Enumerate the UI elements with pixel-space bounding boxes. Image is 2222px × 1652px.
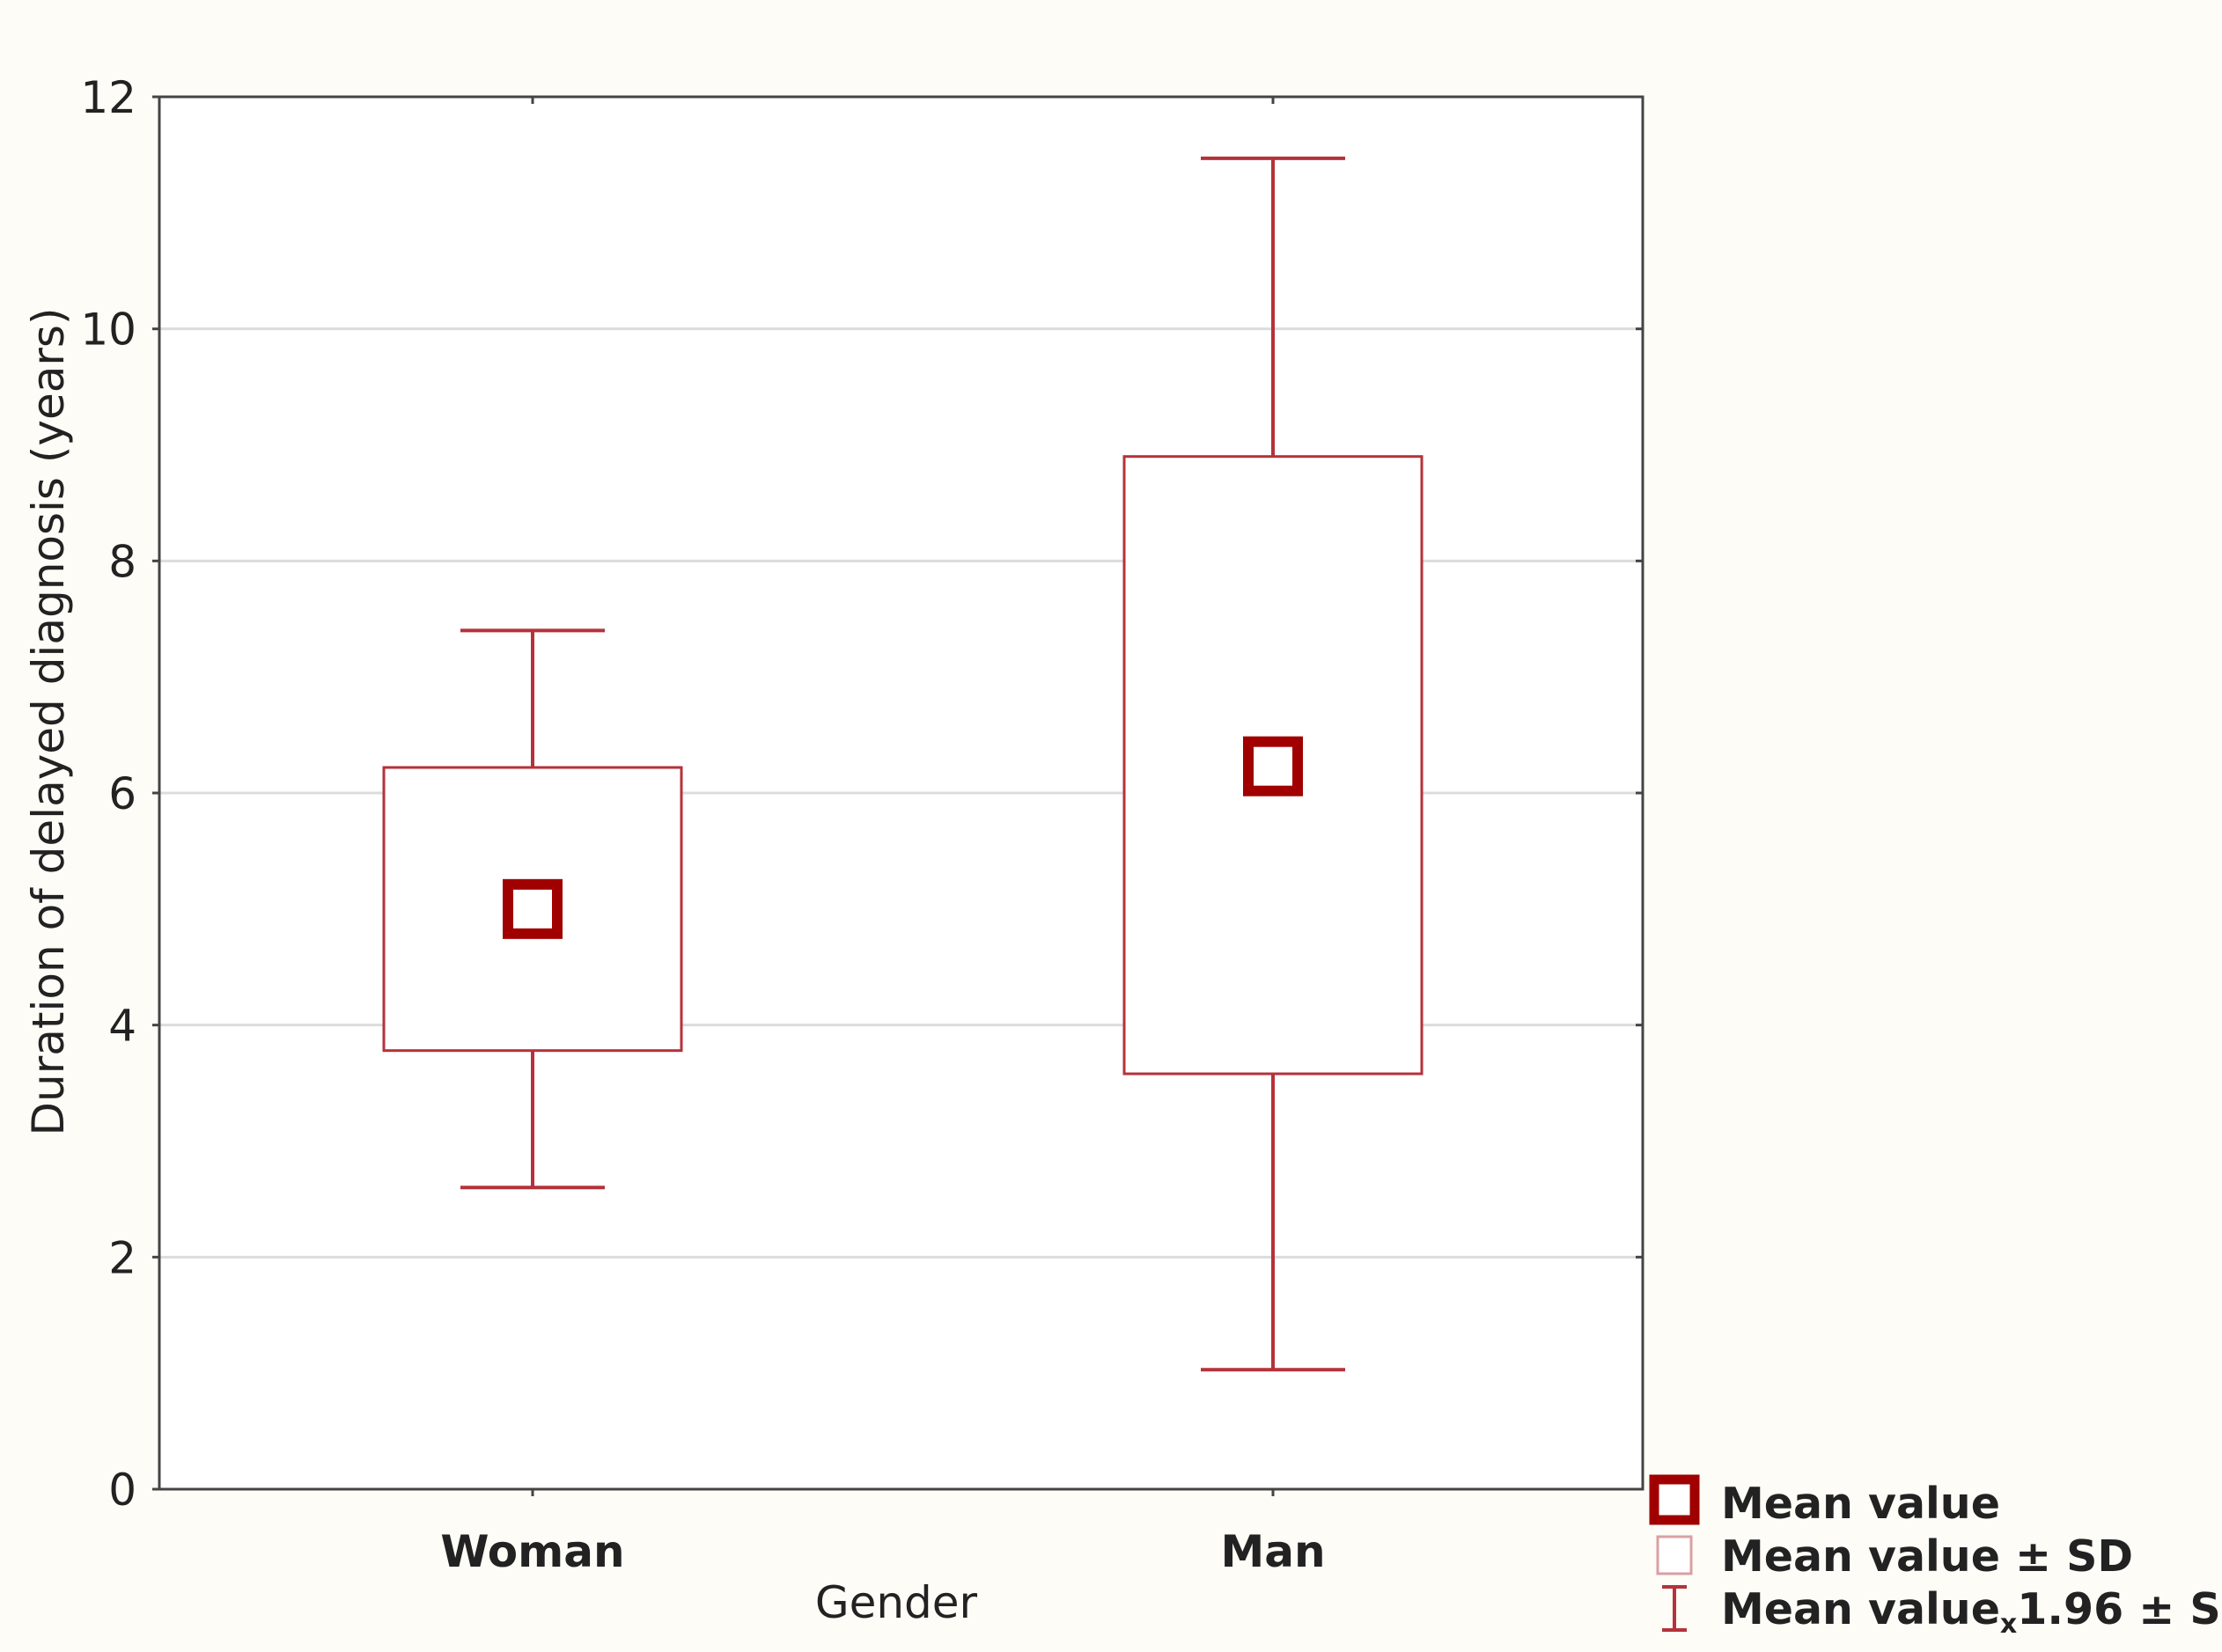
legend-whisker [1662,1585,1687,1632]
y-tick-label: 2 [108,1232,136,1283]
legend-label-sd: Mean value ± SD [1721,1531,2133,1582]
box-group-man [1122,156,1424,1372]
mean-marker [1243,736,1303,797]
x-axis-ticks: Woman Man [440,97,1326,1577]
y-axis-title: Duration of delayed diagnosis (years) [23,308,74,1136]
legend-label-whisker: Mean valuex1.96 ± SD [1721,1584,2222,1640]
x-category-label: Woman [440,1526,624,1577]
box-group-woman [382,628,683,1190]
y-tick-label: 10 [80,305,136,356]
y-tick-label: 4 [108,1001,136,1052]
plot-marks [382,156,1424,1372]
y-tick-label: 0 [108,1465,136,1516]
mean-marker [503,878,563,939]
x-category-label: Man [1220,1526,1325,1577]
y-tick-label: 12 [80,72,136,123]
legend-sd-box [1656,1535,1693,1575]
legend: Mean value Mean value ± SD Mean valuex1.… [1649,1474,2222,1640]
y-tick-label: 6 [108,768,136,819]
y-tick-label: 8 [108,536,136,587]
plot-frame [158,95,1644,1491]
x-axis-title: Gender [815,1577,978,1628]
y-axis-ticks: 0 2 4 6 8 10 12 [80,72,1643,1516]
legend-mean-marker [1649,1474,1700,1525]
legend-label-mean: Mean value [1721,1479,2000,1529]
